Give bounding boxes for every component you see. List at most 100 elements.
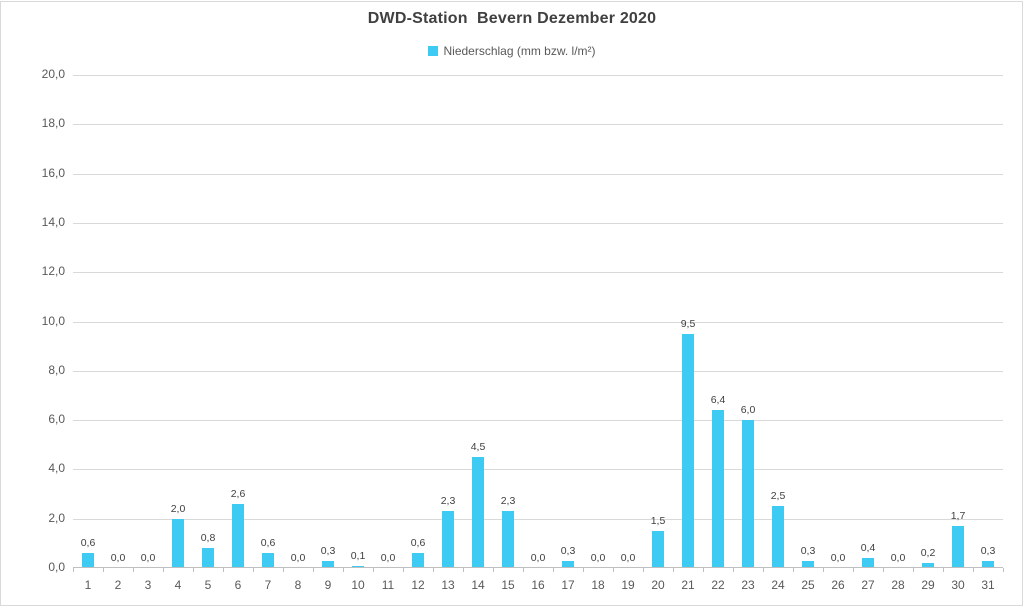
x-tick-label: 16 (531, 578, 545, 592)
bar-value-label: 0,4 (860, 542, 876, 554)
x-tick-label: 25 (801, 578, 815, 592)
y-tick-label: 4,0 (48, 461, 65, 476)
bar (982, 561, 994, 568)
x-tick-label: 6 (234, 578, 242, 592)
x-axis-tick (253, 568, 254, 572)
bar-value-label: 0,6 (80, 537, 96, 549)
bar (772, 506, 784, 568)
x-axis-tick (523, 568, 524, 572)
bar (562, 561, 574, 568)
x-tick-label: 3 (144, 578, 152, 592)
x-tick-label: 17 (561, 578, 575, 592)
x-axis-tick (223, 568, 224, 572)
x-axis-tick (913, 568, 914, 572)
x-tick-label: 19 (621, 578, 635, 592)
bar (472, 457, 484, 568)
x-axis-tick (163, 568, 164, 572)
bar-value-label: 0,6 (410, 537, 426, 549)
x-axis-tick (343, 568, 344, 572)
x-tick-label: 2 (114, 578, 122, 592)
bar-value-label: 2,5 (770, 490, 786, 502)
x-tick-label: 13 (441, 578, 455, 592)
x-axis-tick (553, 568, 554, 572)
bar (802, 561, 814, 568)
x-tick-label: 12 (411, 578, 425, 592)
x-tick-label: 27 (861, 578, 875, 592)
y-tick-label: 0,0 (48, 560, 65, 574)
gridline (73, 469, 1003, 471)
bar (232, 504, 244, 568)
chart-title: DWD-Station Bevern Dezember 2020 (367, 10, 657, 27)
x-axis-tick (283, 568, 284, 572)
bar-value-label: 9,5 (680, 318, 696, 330)
bar-value-label: 1,7 (950, 510, 966, 522)
gridline (73, 124, 1003, 126)
x-tick-label: 28 (891, 578, 905, 592)
x-tick-label: 4 (174, 578, 182, 592)
bar-value-label: 0,3 (560, 545, 576, 557)
x-axis-tick (673, 568, 674, 572)
x-axis-tick (973, 568, 974, 572)
bar (172, 519, 184, 568)
gridline (73, 272, 1003, 274)
x-axis-tick (133, 568, 134, 572)
x-tick-label: 8 (294, 578, 302, 592)
x-tick-label: 1 (84, 578, 92, 592)
x-axis-tick (793, 568, 794, 572)
bar-value-label: 2,3 (440, 495, 456, 507)
bar (862, 558, 874, 568)
plot-area (73, 75, 1004, 572)
bar (922, 563, 934, 568)
x-axis-tick (403, 568, 404, 572)
legend-marker-icon (428, 46, 439, 56)
x-tick-label: 30 (951, 578, 965, 592)
y-tick-label: 12,0 (41, 264, 65, 279)
x-tick-label: 26 (831, 578, 845, 592)
bar (322, 561, 334, 568)
gridline (73, 321, 1003, 323)
bar (682, 334, 694, 568)
x-tick-label: 21 (681, 578, 695, 592)
x-tick-label: 7 (264, 578, 272, 592)
legend: Niederschlag (mm bzw. l/m²) (0, 44, 1024, 59)
x-axis-tick (613, 568, 614, 572)
x-axis-tick (373, 568, 374, 572)
bar (442, 511, 454, 568)
bar-value-label: 0,0 (620, 552, 636, 564)
gridline (73, 222, 1003, 224)
x-axis-tick (583, 568, 584, 572)
bar-value-label: 0,3 (320, 545, 336, 557)
x-tick-label: 15 (501, 578, 515, 592)
x-tick-label: 29 (921, 578, 935, 592)
bar-value-label: 0,0 (380, 552, 396, 564)
x-tick-label: 14 (471, 578, 485, 592)
x-axis-tick (853, 568, 854, 572)
bar-value-label: 0,6 (260, 537, 276, 549)
bar (742, 420, 754, 568)
x-axis-tick (433, 568, 434, 572)
bar-value-label: 0,2 (920, 547, 936, 559)
bar-value-label: 2,6 (230, 488, 246, 500)
x-axis-tick (703, 568, 704, 572)
x-tick-label: 10 (351, 578, 365, 592)
bar-value-label: 0,1 (350, 550, 366, 562)
gridline (73, 518, 1003, 520)
x-tick-label: 5 (204, 578, 212, 592)
x-axis-tick (1003, 568, 1004, 572)
x-tick-label: 22 (711, 578, 725, 592)
bar-value-label: 4,5 (470, 441, 486, 453)
bar-value-label: 0,0 (890, 552, 906, 564)
x-tick-label: 20 (651, 578, 665, 592)
x-tick-label: 31 (981, 578, 995, 592)
bar (652, 531, 664, 568)
bar-value-label: 6,0 (740, 404, 756, 416)
y-tick-label: 16,0 (41, 165, 65, 180)
bar (412, 553, 424, 568)
y-tick-label: 2,0 (48, 510, 65, 525)
x-tick-label: 24 (771, 578, 785, 592)
bar-value-label: 0,8 (200, 532, 216, 544)
x-axis-tick (823, 568, 824, 572)
x-axis-tick (493, 568, 494, 572)
x-axis-line (73, 567, 1003, 568)
